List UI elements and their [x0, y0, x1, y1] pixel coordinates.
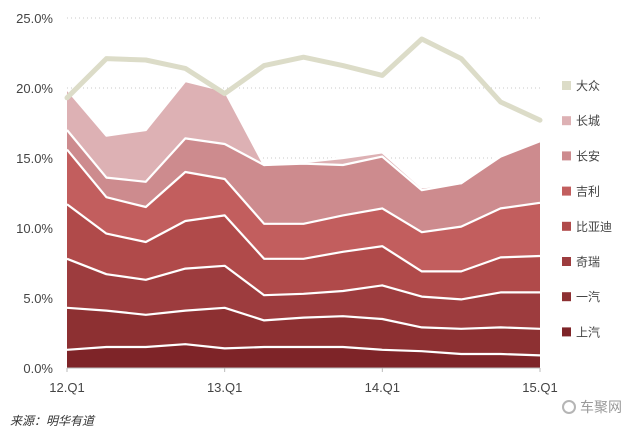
area-长安	[67, 130, 540, 233]
source-note: 来源：明华有道	[10, 414, 95, 428]
line-series	[64, 36, 543, 123]
legend-label: 长城	[576, 114, 600, 128]
legend-swatch	[562, 116, 571, 126]
boundary-比亚迪	[66, 203, 541, 273]
legend-swatch	[562, 292, 571, 302]
y-tick-label: 25.0%	[16, 11, 53, 26]
legend-label: 大众	[576, 79, 600, 93]
legend-label: 一汽	[576, 289, 600, 304]
y-tick-label: 15.0%	[16, 151, 53, 166]
boundary-一汽	[66, 306, 541, 330]
y-tick-label: 10.0%	[16, 221, 53, 236]
boundary-吉利	[66, 148, 541, 234]
y-tick-label: 0.0%	[23, 361, 53, 376]
y-axis: 0.0% 5.0% 10.0% 15.0% 20.0% 25.0%	[16, 11, 53, 376]
line-大众	[64, 36, 543, 123]
legend-swatch	[562, 81, 571, 90]
y-tick-label: 5.0%	[23, 291, 53, 306]
x-tick-label: 14.Q1	[365, 380, 400, 395]
area-吉利	[67, 149, 540, 272]
x-axis: 12.Q1 13.Q1 14.Q1 15.Q1	[49, 367, 558, 395]
watermark: 车聚网	[562, 397, 622, 417]
legend-label: 上汽	[576, 324, 600, 339]
legend-label: 比亚迪	[576, 220, 612, 234]
boundary-奇瑞	[66, 257, 540, 301]
boundary-长城	[66, 79, 541, 189]
x-tick-label: 15.Q1	[522, 380, 557, 395]
legend-label: 奇瑞	[576, 255, 600, 269]
watermark-text: 车聚网	[580, 400, 622, 416]
area-长城	[67, 81, 540, 191]
x-tick-label: 13.Q1	[207, 380, 242, 395]
watermark-logo-icon	[562, 400, 576, 414]
stacked-areas	[66, 79, 541, 368]
legend-swatch	[562, 151, 571, 161]
legend-swatch	[562, 327, 571, 337]
legend-swatch	[562, 257, 571, 266]
legend-swatch	[562, 221, 571, 231]
legend-label: 吉利	[576, 185, 600, 199]
y-tick-label: 20.0%	[16, 81, 53, 96]
area-上汽	[67, 344, 540, 368]
legend-swatch	[562, 186, 571, 196]
x-tick-label: 12.Q1	[49, 380, 84, 395]
boundary-上汽	[66, 343, 541, 357]
legend-label: 长安	[576, 148, 600, 163]
area-比亚迪	[67, 204, 540, 300]
